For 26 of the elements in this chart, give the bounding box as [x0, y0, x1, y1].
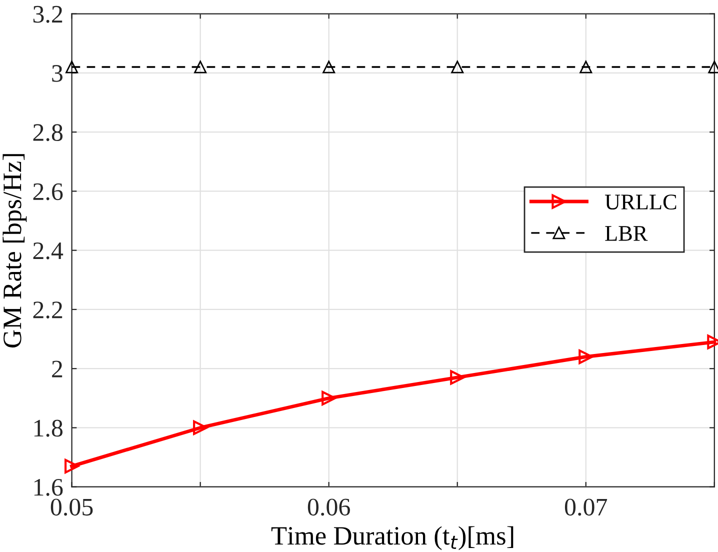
legend-label: LBR	[605, 226, 648, 241]
y-tick-label: 2.8	[33, 124, 63, 142]
y-axis-title: GM Rate [bps/Hz]	[2, 154, 27, 348]
y-tick-label: 2	[52, 360, 62, 378]
legend-label: URLLC	[604, 194, 676, 210]
point	[450, 370, 465, 385]
x-tick-label: 0.05	[50, 498, 93, 516]
y-tick-label: 3.2	[33, 6, 62, 23]
point	[578, 349, 594, 364]
x-tick-label: 0.06	[308, 498, 350, 516]
y-tick-label: 3	[52, 65, 62, 82]
y-tick-label: 2.2	[33, 302, 62, 318]
y-tick-label: 2.4	[33, 242, 64, 260]
y-tick-label: 1.8	[34, 420, 63, 437]
point	[451, 60, 464, 74]
point	[580, 60, 592, 74]
point	[64, 458, 80, 474]
x-axis-title: Time Duration (t$_{t}$)[ms]	[271, 526, 514, 550]
x-tick-label: 0.07	[564, 498, 608, 516]
point	[322, 390, 336, 406]
y-tick-label: 2.6	[33, 183, 63, 200]
point	[322, 60, 336, 74]
point	[193, 420, 208, 436]
point	[66, 60, 78, 74]
y-tick-label: 1.6	[34, 478, 63, 496]
point	[194, 60, 207, 74]
